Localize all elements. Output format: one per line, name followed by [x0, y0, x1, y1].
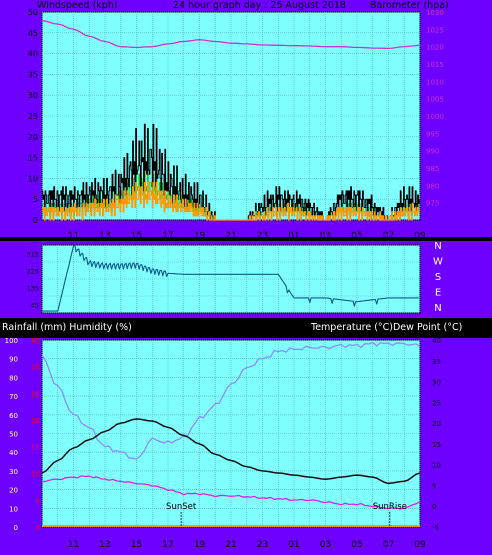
direction-tick-label: 315 [27, 251, 39, 259]
rainfall-tick-label: 30 [31, 364, 40, 372]
wind-tick-label: 25 [28, 112, 38, 121]
wind-tick-label: 45 [28, 29, 38, 38]
barometer-tick-label: 980 [426, 182, 439, 190]
time-tick-label: 23 [257, 231, 268, 241]
humidity-tick-label: 0 [14, 524, 18, 532]
barometer-tick-label: 1020 [426, 44, 444, 52]
time-tick-label: 01 [288, 231, 299, 241]
humidity-tick-label: 20 [9, 487, 18, 495]
barometer-tick-label: 975 [426, 200, 439, 208]
rainfall-tick-label: 20 [31, 417, 40, 425]
windspeed-axis-title: Windspeed (kph) [37, 0, 118, 11]
humidity-tick-label: 90 [9, 356, 18, 364]
time-tick-label: 03 [320, 231, 331, 241]
compass-label: N [434, 241, 441, 252]
time-tick-label: 11 [68, 540, 79, 550]
time-tick-label: 07 [383, 231, 394, 241]
time-tick-label: 13 [99, 540, 110, 550]
rainfall-tick-label: 5 [36, 497, 40, 505]
rainfall-tick-label: 15 [31, 444, 40, 452]
wind-tick-label: 20 [28, 133, 38, 142]
barometer-tick-label: 990 [426, 148, 439, 156]
wind-tick-label: 50 [28, 8, 38, 17]
barometer-tick-label: 995 [426, 130, 439, 138]
temperature-tick-label: 10 [432, 462, 441, 470]
direction-tick-label: 135 [27, 285, 39, 293]
sunset-label: SunSet [166, 502, 197, 512]
barometer-tick-label: 1015 [426, 61, 444, 69]
wind-tick-label: 15 [28, 154, 38, 163]
wind-tick-label: 35 [28, 70, 38, 79]
rainfall-tick-label: 25 [31, 390, 40, 398]
barometer-tick-label: 1000 [426, 113, 444, 121]
dewpoint-line [41, 475, 421, 510]
wind-tick-label: 10 [28, 174, 38, 183]
wind-average-line [42, 182, 420, 221]
barometer-tick-label: 1005 [426, 96, 444, 104]
time-tick-label: 23 [257, 540, 268, 550]
rainfall-tick-label: 10 [31, 471, 40, 479]
barometer-line [41, 20, 421, 50]
humidity-tick-label: 100 [5, 337, 18, 345]
temperature-dewpoint-axis-title: Temperature (°C)Dew Point (°C) [311, 322, 463, 333]
time-tick-label: 21 [225, 540, 236, 550]
time-tick-label: 13 [99, 231, 110, 241]
wind-tick-label: 40 [28, 50, 38, 59]
time-tick-label: 17 [162, 540, 173, 550]
barometer-tick-label: 1025 [426, 26, 444, 34]
temperature-tick-label: 15 [432, 441, 441, 449]
time-tick-label: 19 [194, 540, 206, 550]
time-tick-label: 19 [194, 231, 206, 241]
compass-label: S [435, 272, 441, 283]
rainfall-tick-label: 0 [36, 524, 40, 532]
temperature-line [41, 418, 421, 485]
time-tick-label: 09 [414, 231, 426, 241]
temperature-tick-label: 40 [432, 337, 441, 345]
direction-tick-label: 225 [27, 268, 39, 276]
rain-humidity-axis-title: Rainfall (mm) Humidity (%) [2, 322, 132, 333]
wind-tick-label: 5 [33, 195, 38, 204]
humidity-tick-label: 50 [9, 431, 18, 439]
time-tick-label: 03 [320, 540, 331, 550]
rainfall-tick-label: 35 [31, 337, 40, 345]
time-tick-label: 17 [162, 231, 173, 241]
humidity-tick-label: 10 [9, 505, 18, 513]
barometer-tick-label: 1030 [426, 9, 444, 17]
compass-label: N [434, 303, 441, 314]
compass-label: W [433, 257, 443, 268]
temperature-tick-label: -5 [432, 524, 439, 532]
temperature-tick-label: 5 [432, 482, 436, 490]
temperature-tick-label: 20 [432, 420, 441, 428]
time-tick-label: 07 [383, 540, 394, 550]
temperature-tick-label: 30 [432, 379, 441, 387]
wind-tick-label: 0 [33, 216, 38, 225]
temperature-tick-label: 0 [432, 503, 436, 511]
wind-tick-label: 30 [28, 91, 38, 100]
time-tick-label: 15 [131, 540, 142, 550]
time-tick-label: 09 [414, 540, 426, 550]
time-tick-label: 01 [288, 540, 299, 550]
time-tick-label: 21 [225, 231, 236, 241]
time-tick-label: 05 [351, 231, 362, 241]
time-tick-label: 11 [68, 231, 79, 241]
humidity-tick-label: 60 [9, 412, 18, 420]
barometer-tick-label: 985 [426, 165, 439, 173]
direction-tick-label: 45 [31, 302, 39, 310]
time-tick-label: 05 [351, 540, 362, 550]
temperature-tick-label: 35 [432, 358, 441, 366]
humidity-line [41, 341, 421, 460]
chart-title: 24 hour graph day : 25 August 2018 [173, 0, 346, 11]
wind-direction-line [42, 244, 419, 312]
sunrise-label: SunRise [373, 502, 407, 512]
humidity-tick-label: 80 [9, 374, 18, 382]
time-tick-label: 15 [131, 231, 142, 241]
compass-label: E [435, 288, 441, 299]
barometer-tick-label: 1010 [426, 78, 444, 86]
barometer-axis-title: Barometer (hpa) [370, 0, 449, 11]
humidity-tick-label: 40 [9, 449, 18, 457]
humidity-tick-label: 30 [9, 468, 18, 476]
humidity-tick-label: 70 [9, 393, 18, 401]
temperature-tick-label: 25 [432, 399, 441, 407]
